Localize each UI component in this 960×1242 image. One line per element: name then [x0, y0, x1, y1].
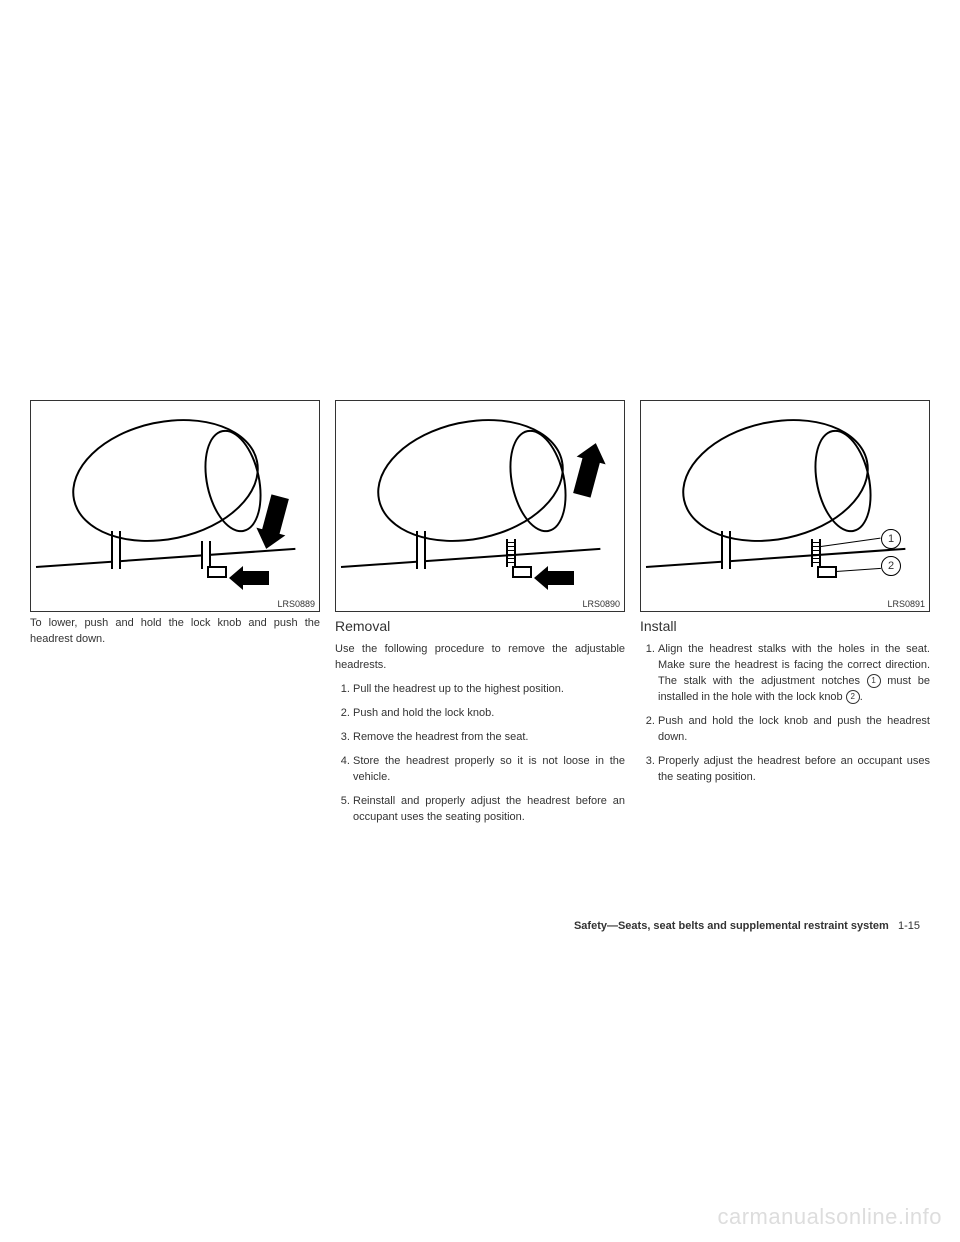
removal-steps: Pull the headrest up to the highest posi…	[335, 682, 625, 826]
callout-1: 1	[881, 529, 901, 549]
removal-step-4: Store the headrest properly so it is not…	[353, 754, 625, 786]
removal-step-2: Push and hold the lock knob.	[353, 706, 625, 722]
figure-label-1: LRS0889	[277, 599, 315, 609]
lower-instruction: To lower, push and hold the lock knob an…	[30, 616, 320, 648]
figure-label-2: LRS0890	[582, 599, 620, 609]
content-columns: LRS0889 To lower, push and hold the lock…	[0, 0, 960, 833]
removal-step-5: Reinstall and properly adjust the headre…	[353, 794, 625, 826]
install-title: Install	[640, 618, 930, 634]
column-1: LRS0889 To lower, push and hold the lock…	[30, 400, 320, 833]
install-step-1: Align the headrest stalks with the holes…	[658, 642, 930, 706]
figure-install: 1 2 LRS0891	[640, 400, 930, 612]
footer-section: Safety—Seats, seat belts and supplementa…	[574, 920, 889, 932]
removal-title: Removal	[335, 618, 625, 634]
removal-step-3: Remove the headrest from the seat.	[353, 730, 625, 746]
install-step-2: Push and hold the lock knob and push the…	[658, 714, 930, 746]
figure-label-3: LRS0891	[887, 599, 925, 609]
page-footer: Safety—Seats, seat belts and supplementa…	[574, 920, 920, 932]
removal-intro: Use the following procedure to remove th…	[335, 642, 625, 674]
install-step-1c: .	[860, 691, 863, 703]
figure-removal: LRS0890	[335, 400, 625, 612]
inline-callout-1: 1	[867, 674, 881, 688]
footer-page: 1-15	[898, 920, 920, 932]
inline-callout-2: 2	[846, 690, 860, 704]
callout-2: 2	[881, 556, 901, 576]
removal-step-1: Pull the headrest up to the highest posi…	[353, 682, 625, 698]
column-3: 1 2 LRS0891 Install Align the headrest s…	[640, 400, 930, 833]
watermark: carmanualsonline.info	[717, 1204, 942, 1230]
install-step-3: Properly adjust the headrest before an o…	[658, 754, 930, 786]
install-steps: Align the headrest stalks with the holes…	[640, 642, 930, 786]
figure-lower: LRS0889	[30, 400, 320, 612]
column-2: LRS0890 Removal Use the following proced…	[335, 400, 625, 833]
manual-page: LRS0889 To lower, push and hold the lock…	[0, 0, 960, 1242]
